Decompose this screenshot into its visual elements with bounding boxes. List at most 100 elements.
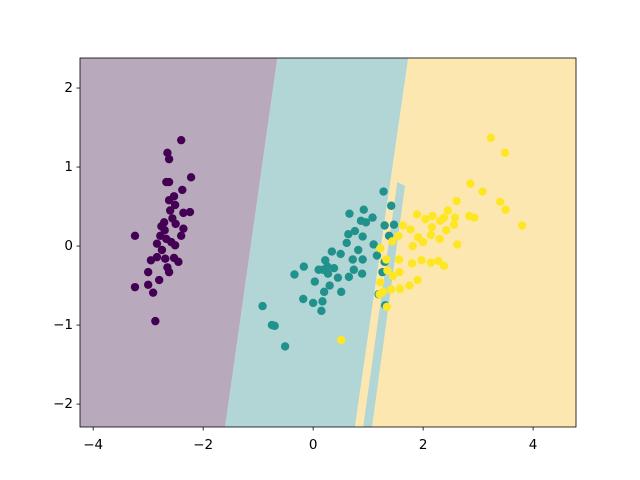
point: [478, 187, 487, 196]
point: [152, 239, 162, 248]
point: [395, 267, 404, 277]
y-tick-label: −2: [53, 396, 73, 412]
y-tick-label: 2: [64, 80, 73, 96]
x-tick-label: 0: [309, 437, 318, 453]
point: [186, 173, 196, 182]
point: [358, 255, 367, 264]
decision-region: [354, 58, 576, 427]
point: [439, 261, 449, 271]
point: [421, 214, 430, 224]
point: [344, 272, 354, 282]
point: [143, 280, 153, 289]
point: [382, 255, 391, 264]
point: [412, 210, 422, 219]
point: [280, 342, 290, 351]
point: [164, 267, 174, 277]
point: [387, 201, 396, 210]
y-tick-label: −1: [53, 317, 73, 333]
point: [398, 221, 407, 230]
point: [167, 237, 176, 247]
y-tick-label: 1: [64, 159, 73, 175]
point: [336, 335, 346, 345]
point: [383, 266, 392, 275]
point: [470, 213, 479, 222]
point: [154, 275, 164, 285]
point: [395, 284, 405, 293]
point: [449, 220, 459, 229]
point: [151, 316, 160, 326]
x-tick-label: 4: [529, 437, 538, 453]
point: [369, 240, 378, 249]
point: [388, 237, 397, 246]
point: [178, 185, 187, 195]
point: [310, 277, 320, 286]
point: [435, 234, 444, 244]
decision-region: [225, 58, 409, 427]
point: [308, 298, 318, 308]
point: [321, 256, 330, 265]
point: [408, 241, 417, 251]
point: [450, 213, 460, 222]
point: [164, 154, 174, 164]
point: [426, 258, 436, 267]
point: [161, 254, 170, 263]
point: [333, 273, 343, 282]
point: [318, 297, 327, 306]
point: [501, 205, 510, 214]
point: [394, 255, 404, 264]
point: [417, 256, 426, 265]
point: [130, 282, 140, 292]
point: [179, 224, 188, 233]
point: [165, 206, 175, 215]
point: [405, 281, 414, 290]
point: [379, 187, 388, 196]
point: [387, 285, 396, 294]
point: [376, 278, 385, 287]
point: [159, 218, 169, 227]
point: [418, 237, 428, 247]
point: [336, 287, 346, 297]
point: [348, 255, 357, 264]
point: [361, 218, 371, 227]
point: [486, 133, 495, 143]
point: [376, 244, 385, 253]
x-tick-label: 2: [419, 437, 428, 453]
point: [427, 222, 437, 232]
point: [345, 209, 354, 218]
point: [258, 301, 267, 311]
point: [380, 221, 389, 230]
point: [185, 207, 195, 217]
point: [146, 256, 156, 265]
point: [442, 226, 451, 235]
point: [435, 216, 445, 225]
point: [160, 226, 169, 235]
point: [452, 196, 461, 206]
y-tick-label: 0: [64, 238, 73, 254]
point: [317, 306, 326, 316]
point: [163, 148, 172, 158]
point: [299, 294, 308, 304]
point: [388, 271, 398, 281]
point: [407, 259, 417, 268]
point: [428, 211, 437, 221]
point: [394, 231, 403, 240]
point: [389, 220, 399, 229]
point: [299, 262, 309, 271]
point: [406, 225, 415, 234]
point: [443, 206, 453, 215]
point: [336, 249, 345, 259]
point: [164, 196, 174, 205]
point: [290, 270, 299, 279]
decision-region: [80, 58, 278, 427]
point: [495, 197, 505, 207]
point: [342, 238, 351, 248]
point: [426, 230, 436, 240]
point: [130, 231, 140, 240]
point: [413, 275, 422, 285]
point: [325, 281, 334, 290]
point: [318, 265, 328, 274]
point: [382, 302, 392, 312]
point: [434, 256, 443, 266]
point: [354, 245, 363, 255]
